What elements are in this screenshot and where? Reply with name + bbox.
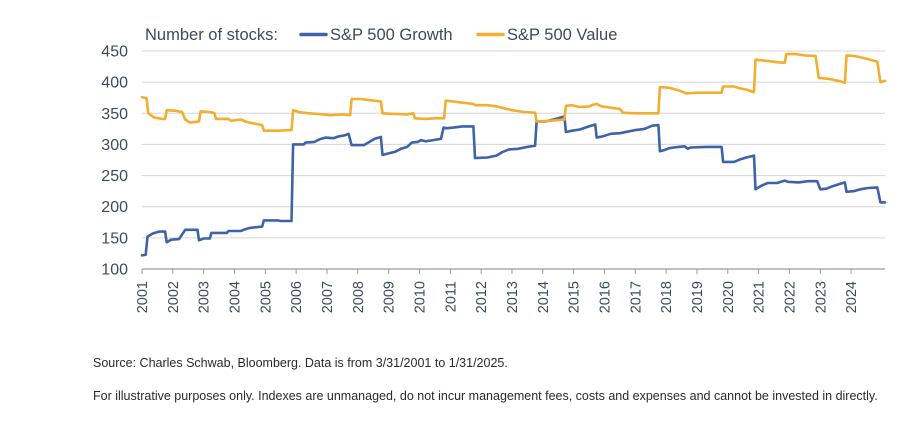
y-tick-label-400: 400 [101,75,128,92]
legend-label-growth: S&P 500 Growth [330,26,453,44]
x-tick-label-2014: 2014 [536,281,552,313]
y-gridlines [142,50,885,239]
x-tick-label-2022: 2022 [782,281,798,313]
series-lines [140,52,887,257]
series-line-value [140,52,887,132]
y-tick-label-200: 200 [101,199,128,216]
x-tick-label-2020: 2020 [721,281,737,313]
series-line-growth [140,115,887,257]
x-tick-label-2010: 2010 [412,281,428,313]
legend: Number of stocks: S&P 500 Growth S&P 500… [145,26,617,44]
x-tick-label-2001: 2001 [135,281,151,313]
x-tick-label-2023: 2023 [813,281,829,313]
legend-prefix: Number of stocks: [145,26,278,44]
x-tick-label-2003: 2003 [197,281,213,313]
y-tick-label-150: 150 [101,230,128,247]
x-tick-label-2009: 2009 [382,281,398,313]
x-tick-label-2006: 2006 [289,281,305,313]
x-axis [141,268,885,274]
y-tick-label-250: 250 [101,168,128,185]
x-tick-label-2007: 2007 [320,281,336,313]
y-tick-label-100: 100 [101,262,128,279]
y-tick-label-300: 300 [101,137,128,154]
x-tick-label-2005: 2005 [258,281,274,313]
x-tick-label-2002: 2002 [166,281,182,313]
x-tick-label-2004: 2004 [227,281,243,313]
x-tick-label-2015: 2015 [567,281,583,313]
x-tick-label-2018: 2018 [659,281,675,313]
x-tick-label-2012: 2012 [474,281,490,313]
x-tick-label-2011: 2011 [443,281,459,312]
x-tick-label-2016: 2016 [597,281,613,313]
y-tick-labels: 100 150 200 250 300 350 400 450 [101,44,128,279]
x-tick-label-2013: 2013 [505,281,521,313]
y-tick-label-450: 450 [101,44,128,61]
x-tick-label-2019: 2019 [690,281,706,313]
legend-label-value: S&P 500 Value [507,26,617,44]
source-note: Source: Charles Schwab, Bloomberg. Data … [93,356,508,370]
x-tick-label-2021: 2021 [752,281,768,313]
x-tick-label-2024: 2024 [844,281,860,313]
disclaimer-note: For illustrative purposes only. Indexes … [93,389,878,403]
x-tick-labels: 2001 2002 2003 2004 2005 2006 2007 2008 2009 2010… [135,281,860,313]
x-tick-label-2008: 2008 [351,281,367,313]
y-tick-label-350: 350 [101,106,128,123]
x-tick-label-2017: 2017 [628,281,644,313]
